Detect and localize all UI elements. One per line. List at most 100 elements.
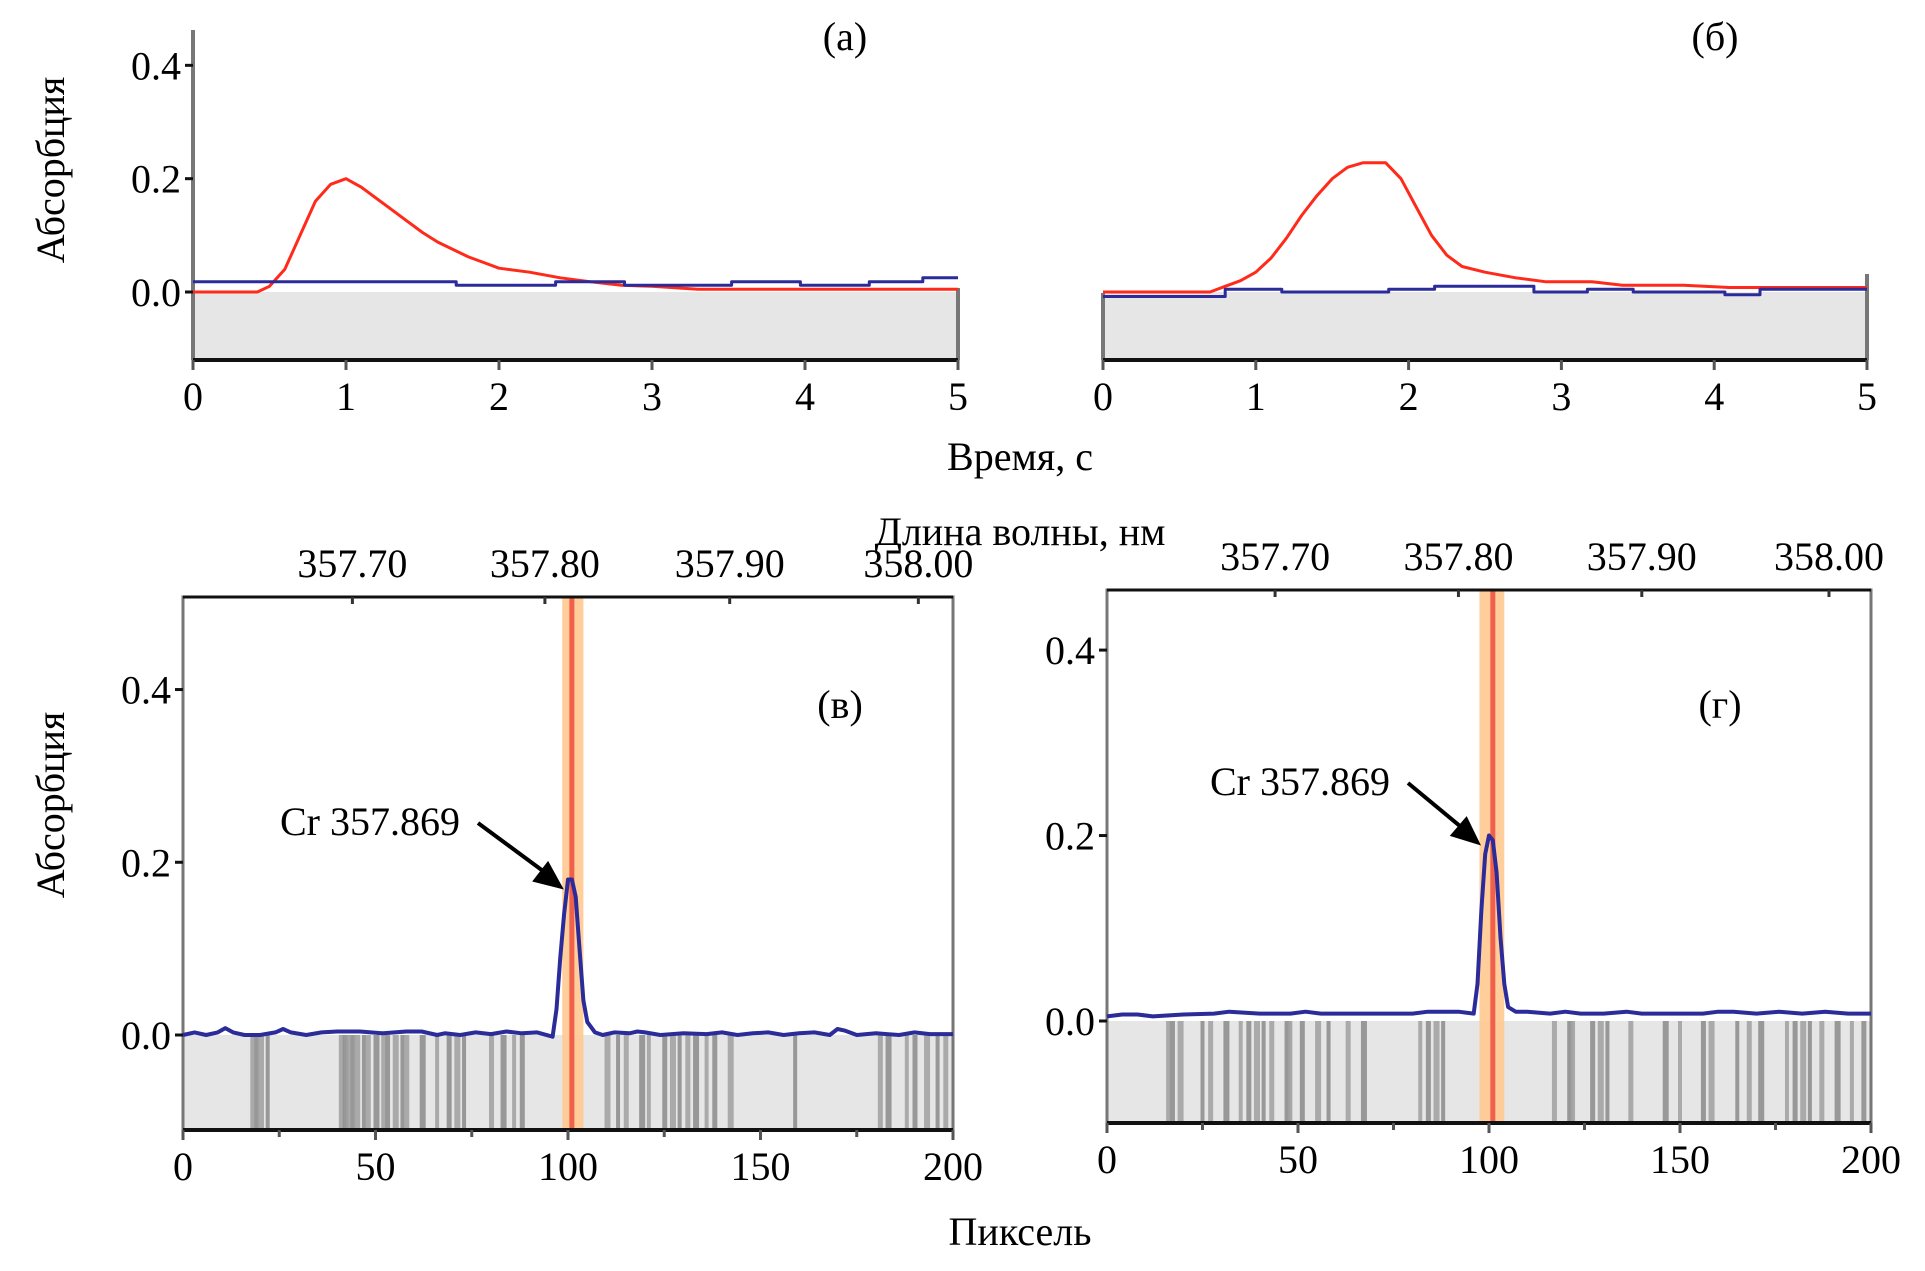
series-line-atomic-absorption [1103,161,1867,294]
top-tick-label: 357.70 [1220,534,1330,579]
masked-pixel-bar [1200,1021,1205,1123]
top-tick-label: 357.80 [490,541,600,586]
masked-pixel-bar [1807,1021,1812,1123]
top-tick-label: 357.90 [1587,534,1697,579]
masked-pixel-bar [346,1035,351,1130]
top-tick-label: 358.00 [1774,534,1884,579]
x-tick-label: 50 [1278,1137,1318,1182]
masked-pixel-bar [885,1035,892,1130]
baseline-fill-region [193,292,958,360]
y-tick-label: 0.4 [121,668,171,713]
arrow-icon [532,860,564,890]
masked-pixel-bar [1345,1021,1351,1123]
masked-pixel-bar [1433,1021,1440,1123]
peak-annotation-label: Cr 357.869 [280,799,460,844]
masked-pixel-bar [1735,1021,1740,1123]
x-tick-label: 0 [1093,374,1113,419]
series-line-absorbance-spectrum [182,877,953,1039]
series-line-absorbance-spectrum [1106,833,1871,1019]
masked-pixel-bar [258,1035,264,1130]
y-tick-label: 0.2 [1045,814,1095,859]
masked-pixel-bar [685,1035,691,1130]
masked-pixel-bar [1288,1021,1293,1123]
x-tick-label: 1 [1246,374,1266,419]
x-tick-label: 100 [538,1144,598,1189]
masked-pixel-bar [350,1035,356,1130]
masked-pixel-bar [646,1035,651,1130]
masked-pixel-bar [1605,1021,1610,1123]
x-tick-label: 2 [489,374,509,419]
series-line-background [1103,284,1867,298]
top-tick-label: 357.80 [1403,534,1513,579]
y-tick-label: 0.0 [131,270,181,315]
x-tick-label: 0 [183,374,203,419]
masked-pixel-bar [1849,1021,1854,1123]
masked-pixel-bar [419,1035,426,1130]
y-tick-label: 0.4 [1045,628,1095,673]
panel-g: 0 50 100 150 200 0.0 0.2 0.4 357.70 357.80 357.90 3… [1045,534,1901,1182]
x-tick-label: 100 [1459,1137,1519,1182]
masked-pixel-bar [1800,1021,1807,1123]
masked-pixel-bar [712,1035,718,1130]
masked-pixel-bar [381,1035,386,1130]
masked-pixel-bar [1326,1021,1331,1123]
masked-pixel-bar [385,1035,391,1130]
masked-pixel-bar [1315,1021,1322,1123]
arrow-icon [1449,816,1481,846]
masked-pixel-bar [1590,1021,1596,1123]
x-tick-label: 1 [336,374,356,419]
masked-pixel-bar [727,1035,734,1130]
masked-pixel-bar [1628,1021,1634,1123]
masked-pixel-bar [338,1035,344,1130]
masked-pixel-bar [1708,1021,1715,1123]
x-tick-label: 0 [173,1144,193,1189]
x-axis-title-time: Время, с [947,434,1093,479]
masked-pixel-bar [912,1035,918,1130]
masked-pixel-bar [1571,1021,1576,1123]
masked-pixel-bar [1700,1021,1706,1123]
masked-pixel-bar [1169,1021,1175,1123]
panel-label: (г) [1698,682,1741,727]
y-axis-title-bottom: Абсорбция [28,712,73,899]
masked-pixel-bar [1551,1021,1557,1123]
masked-pixel-bar [904,1035,909,1130]
panel-label: (б) [1692,14,1739,59]
masked-pixel-bar [512,1035,517,1130]
masked-pixel-bar [462,1035,467,1130]
masked-pixel-bar [446,1035,452,1130]
masked-pixel-bar [1567,1021,1574,1123]
panel-b: 0 1 2 3 4 5 (б) [1093,14,1877,419]
masked-pixel-bar [1246,1021,1252,1123]
masked-pixel-bar [1834,1021,1841,1123]
masked-pixel-bar [435,1035,440,1130]
masked-pixel-bar [1758,1021,1765,1123]
masked-pixel-bar [1238,1021,1243,1123]
masked-pixel-bar [500,1035,507,1130]
masked-pixel-bar [639,1035,646,1130]
masked-pixel-bar [623,1035,629,1130]
masked-pixel-bar [793,1035,798,1130]
y-tick-label: 0.2 [121,840,171,885]
masked-pixel-bar [704,1035,709,1130]
masked-pixel-bar [265,1035,270,1130]
masked-pixel-bar [1678,1021,1682,1123]
masked-pixel-bar [1269,1021,1275,1123]
masked-pixel-bar [373,1035,380,1130]
panel-label: (в) [817,682,863,727]
analytical-line [569,597,575,1130]
masked-pixel-bar [1253,1021,1260,1123]
masked-pixel-bar [519,1035,525,1130]
peak-annotation-label: Cr 357.869 [1210,759,1390,804]
masked-pixel-bar [1418,1021,1423,1123]
masked-pixel-bar [1441,1021,1446,1123]
masked-pixel-bar [1284,1021,1291,1123]
panel-v: 0 50 100 150 200 0.0 0.2 0.4 357.70 357.80 357.90 3… [121,541,983,1189]
x-tick-label: 3 [642,374,662,419]
x-tick-label: 4 [1704,374,1724,419]
masked-pixel-bar [400,1035,405,1130]
masked-pixel-bar [1223,1021,1230,1123]
masked-pixel-bar [693,1035,700,1130]
y-tick-label: 0.0 [1045,999,1095,1044]
masked-pixel-bar [1166,1021,1171,1123]
masked-pixel-bar [924,1035,931,1130]
